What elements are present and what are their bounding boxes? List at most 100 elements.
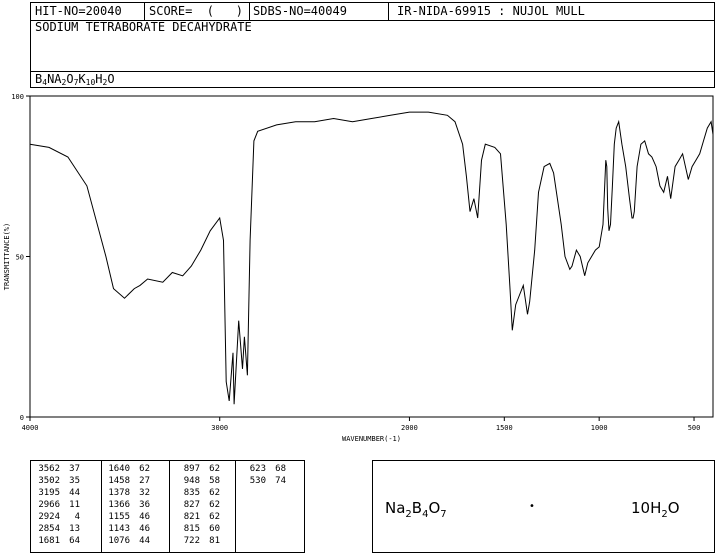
peak-transmittance: 58 (209, 476, 220, 486)
y-axis-label: TRANSMITTANCE(%) (3, 223, 11, 290)
peak-transmittance: 32 (139, 488, 150, 498)
subscript: 2 (405, 509, 412, 520)
peak-transmittance: 64 (69, 536, 80, 546)
peak-transmittance: 4 (74, 512, 80, 522)
hit-number: HIT-NO=20040 (35, 4, 122, 18)
header-divider (388, 3, 389, 20)
hydrate-dot: • (529, 501, 535, 512)
peak-row: 1366 36 (103, 499, 150, 511)
subscript: 7 (73, 78, 79, 87)
structure-box: Na2B4O7 • 10H2O (372, 460, 715, 553)
peak-transmittance: 62 (209, 512, 220, 522)
peak-wavenumber: 2966 (38, 500, 60, 510)
peak-column: 897 62 948 58 835 62 827 62 821 62 815 60 722 81 (173, 463, 220, 547)
x-tick-label: 1000 (591, 424, 608, 432)
peak-transmittance: 11 (69, 500, 80, 510)
subscript: 2 (102, 78, 108, 87)
peak-row: 3195 44 (33, 487, 80, 499)
peak-wavenumber: 897 (183, 464, 200, 474)
peak-row: 2966 11 (33, 499, 80, 511)
peak-wavenumber: 1378 (108, 488, 130, 498)
x-tick-label: 4000 (22, 424, 39, 432)
compound-formula: B4NA2O7K10H2O (35, 72, 115, 87)
peak-wavenumber: 530 (249, 476, 266, 486)
peak-transmittance: 60 (209, 524, 220, 534)
peak-wavenumber: 1458 (108, 476, 130, 486)
spectrum-line (29, 111, 714, 405)
peak-transmittance: 46 (139, 512, 150, 522)
peak-wavenumber: 2854 (38, 524, 60, 534)
peak-row: 1378 32 (103, 487, 150, 499)
header-divider (249, 3, 250, 20)
subscript: 7 (440, 509, 447, 520)
structure-formula: Na2B4O7 (385, 499, 447, 520)
compound-name: SODIUM TETRABORATE DECAHYDRATE (35, 20, 252, 34)
peak-transmittance: 46 (139, 524, 150, 534)
sdbs-number: SDBS-NO=40049 (253, 4, 347, 18)
peak-row: 1143 46 (103, 523, 150, 535)
peak-row: 821 62 (173, 511, 220, 523)
peak-row: 1640 62 (103, 463, 150, 475)
peak-column-divider (169, 461, 170, 552)
peak-transmittance: 13 (69, 524, 80, 534)
peak-wavenumber: 722 (183, 536, 200, 546)
peak-wavenumber: 1681 (38, 536, 60, 546)
peak-row: 2854 13 (33, 523, 80, 535)
peak-wavenumber: 3195 (38, 488, 60, 498)
peak-wavenumber: 827 (183, 500, 200, 510)
peak-row: 815 60 (173, 523, 220, 535)
peak-wavenumber: 1155 (108, 512, 130, 522)
subscript: 10 (85, 78, 96, 87)
peak-wavenumber: 623 (249, 464, 266, 474)
peak-wavenumber: 1143 (108, 524, 130, 534)
peak-transmittance: 62 (139, 464, 150, 474)
peak-row: 3562 37 (33, 463, 80, 475)
peak-wavenumber: 835 (183, 488, 200, 498)
peak-wavenumber: 3562 (38, 464, 60, 474)
peak-row: 3502 35 (33, 475, 80, 487)
peak-row: 2924 4 (33, 511, 80, 523)
ir-spectrum-chart: 4000 3000 2000 1500 1000 500 0 50 100 WAVENUMBER(… (3, 93, 714, 443)
peak-transmittance: 68 (275, 464, 286, 474)
peak-wavenumber: 1076 (108, 536, 130, 546)
y-tick-label: 0 (20, 414, 24, 422)
peak-transmittance: 44 (139, 536, 150, 546)
plot-frame (29, 95, 714, 418)
peak-column: 623 68 530 74 (239, 463, 286, 487)
peak-row: 1458 27 (103, 475, 150, 487)
x-tick-label: 3000 (211, 424, 228, 432)
score: SCORE= ( ) (149, 4, 243, 18)
peak-transmittance: 62 (209, 488, 220, 498)
peak-row: 835 62 (173, 487, 220, 499)
peak-wavenumber: 3502 (38, 476, 60, 486)
peak-wavenumber: 2924 (38, 512, 60, 522)
peak-transmittance: 35 (69, 476, 80, 486)
peak-row: 530 74 (239, 475, 286, 487)
header-bar: HIT-NO=20040 SCORE= ( ) SDBS-NO=40049 IR… (30, 2, 715, 21)
ir-info: IR-NIDA-69915 : NUJOL MULL (397, 4, 585, 18)
peak-wavenumber: 1366 (108, 500, 130, 510)
peak-transmittance: 36 (139, 500, 150, 510)
subscript: 4 (42, 78, 48, 87)
peak-column: 1640 62 1458 27 1378 32 1366 36 1155 46 1143 46 1076… (103, 463, 150, 547)
formula-box: B4NA2O7K10H2O (30, 71, 715, 88)
subscript: 4 (422, 509, 429, 520)
subscript: 2 (661, 509, 668, 520)
peak-transmittance: 37 (69, 464, 80, 474)
peak-transmittance: 62 (209, 500, 220, 510)
peak-row: 897 62 (173, 463, 220, 475)
water-formula: 10H2O (631, 499, 680, 520)
y-tick-label: 100 (11, 93, 24, 101)
peak-transmittance: 44 (69, 488, 80, 498)
peak-row: 722 81 (173, 535, 220, 547)
peak-transmittance: 27 (139, 476, 150, 486)
subscript: 2 (61, 78, 67, 87)
peak-wavenumber: 815 (183, 524, 200, 534)
peak-wavenumber: 1640 (108, 464, 130, 474)
peak-row: 827 62 (173, 499, 220, 511)
peak-row: 1076 44 (103, 535, 150, 547)
x-tick-label: 500 (688, 424, 701, 432)
peak-transmittance: 62 (209, 464, 220, 474)
x-axis-label: WAVENUMBER(-1) (342, 435, 401, 443)
y-tick-label: 50 (16, 254, 24, 262)
